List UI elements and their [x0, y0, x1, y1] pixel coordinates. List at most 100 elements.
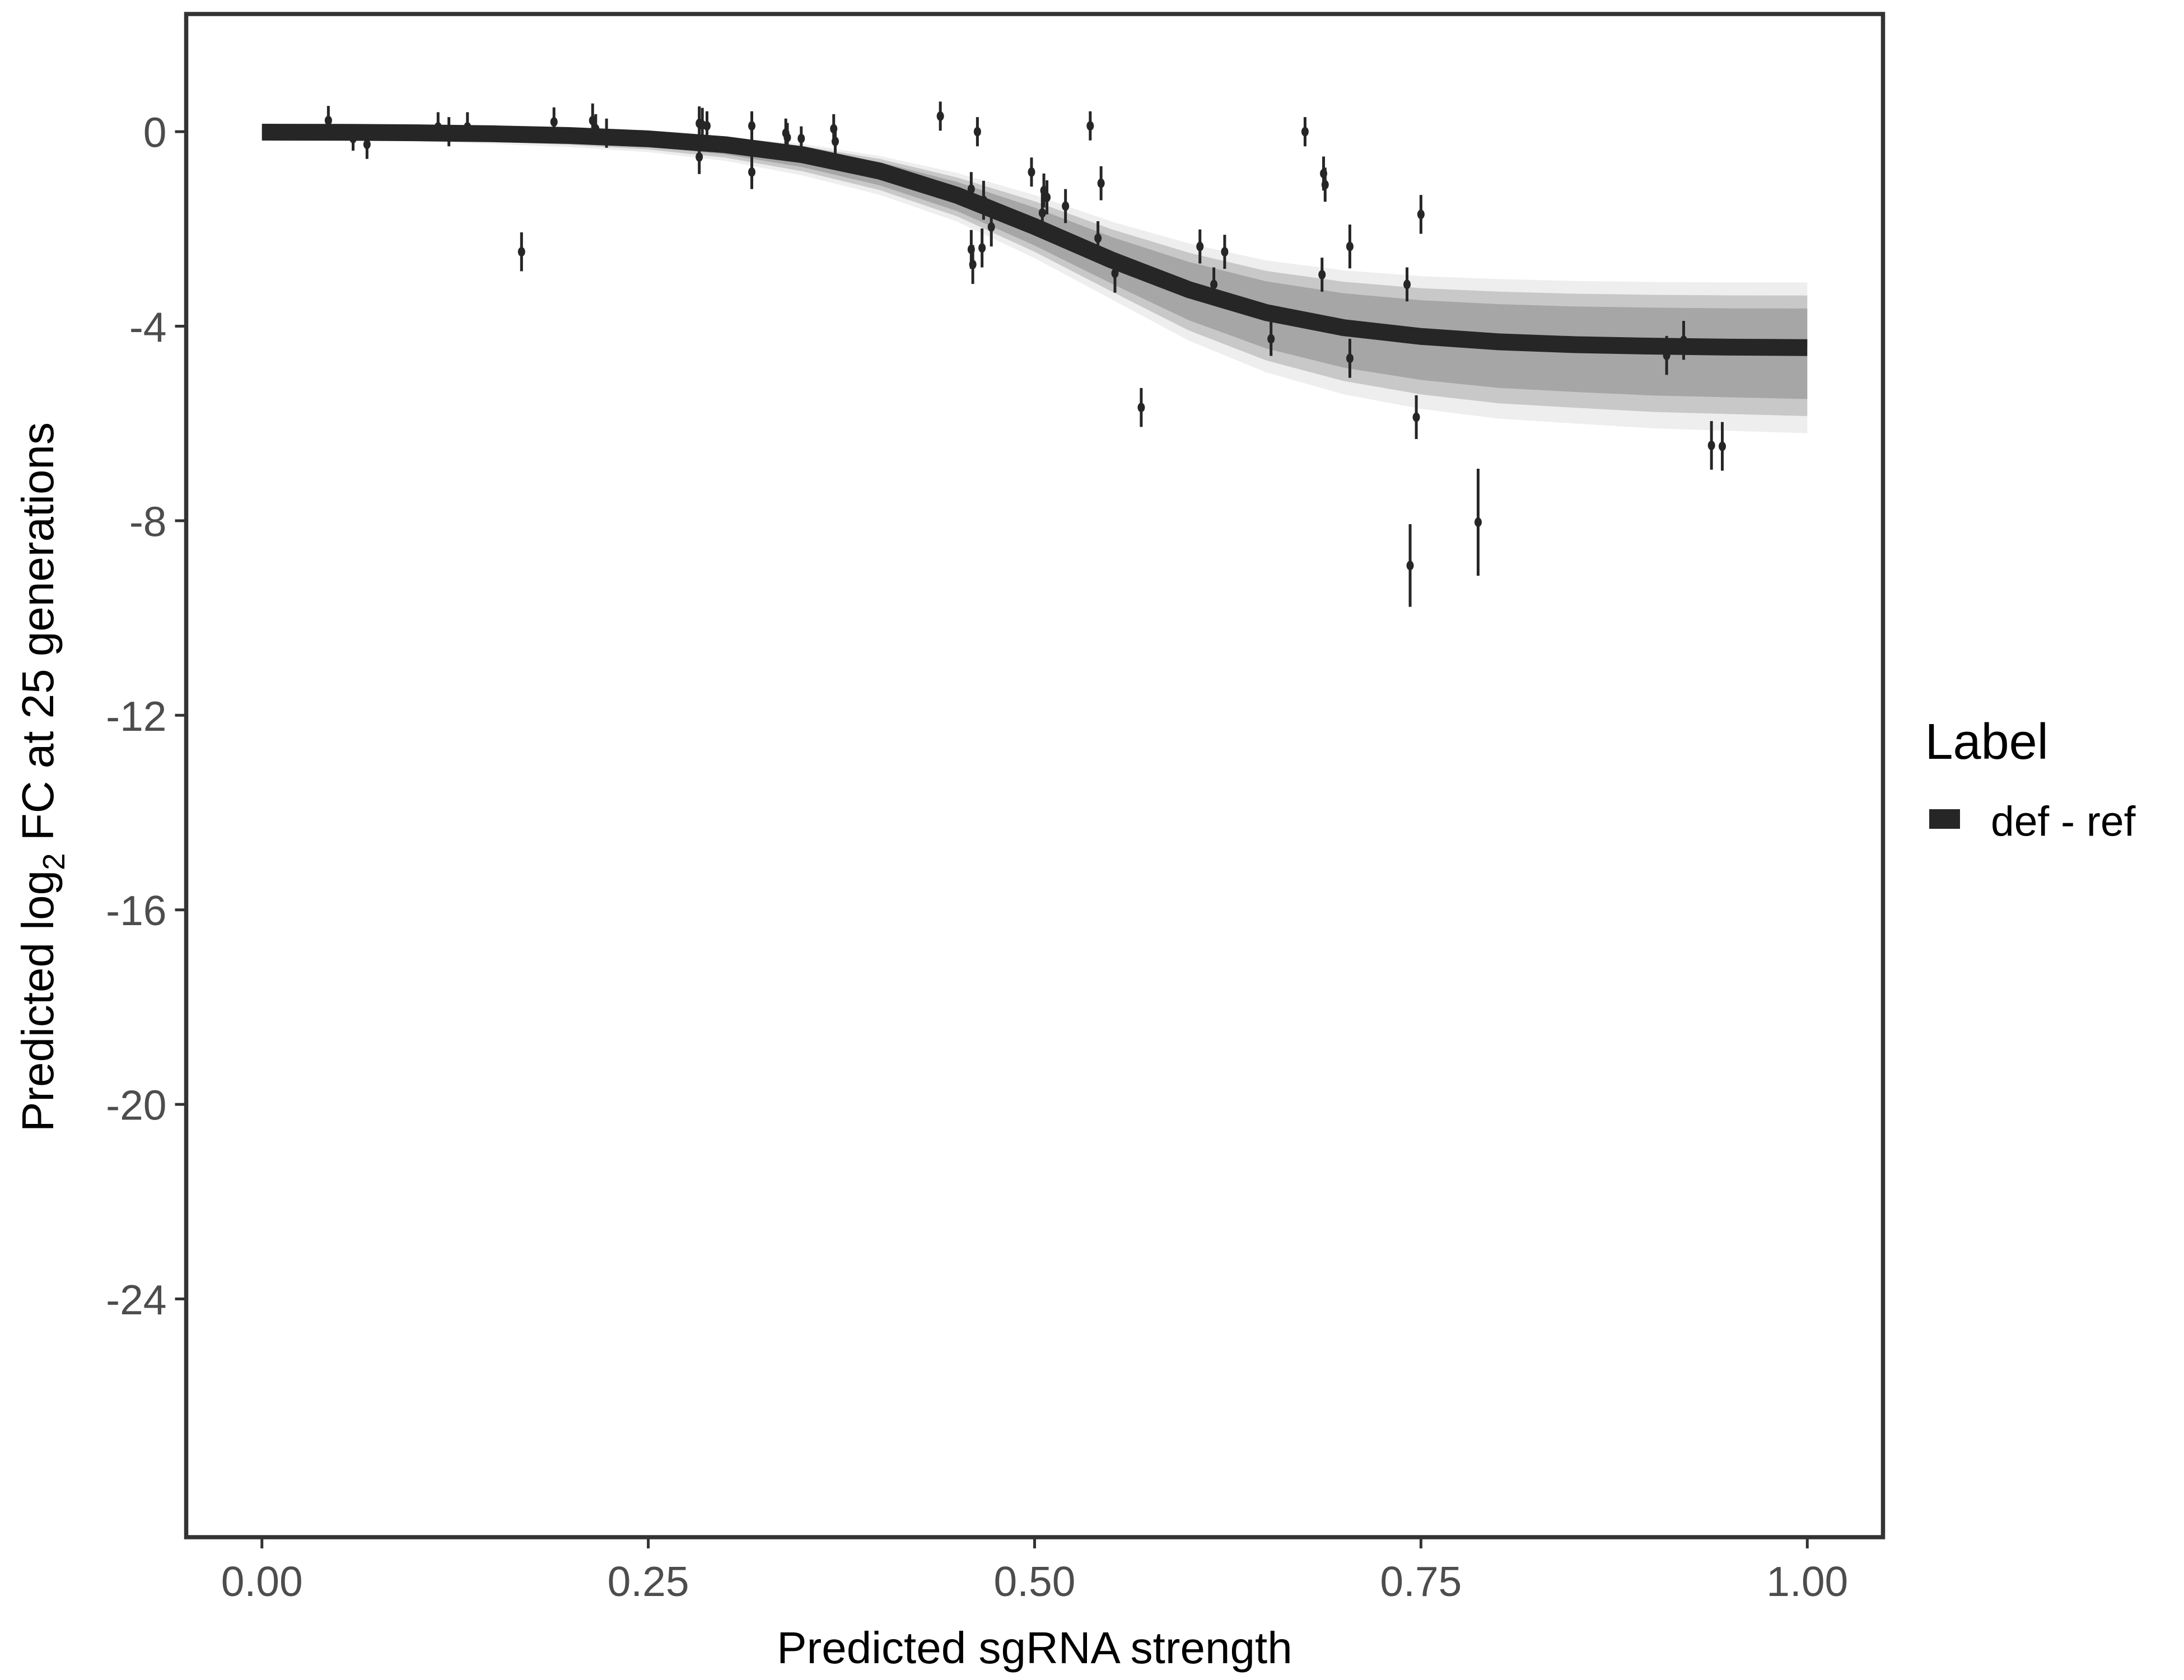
band-layer-2	[262, 129, 1808, 399]
point-marker	[550, 117, 558, 127]
y-tick-label: -24	[106, 1276, 166, 1323]
x-tick-label: 1.00	[1766, 1558, 1848, 1605]
data-point	[445, 117, 453, 147]
point-marker	[1346, 241, 1354, 251]
data-point	[1707, 421, 1715, 470]
data-point	[783, 123, 791, 152]
point-marker	[973, 127, 981, 137]
point-marker	[967, 184, 975, 194]
data-point	[1346, 339, 1354, 378]
data-point	[987, 207, 995, 247]
point-marker	[703, 121, 711, 131]
data-point	[592, 114, 600, 144]
point-marker	[1412, 412, 1420, 422]
data-point	[1321, 167, 1329, 202]
data-point	[1406, 524, 1414, 607]
point-marker	[936, 111, 944, 121]
point-marker	[1028, 167, 1035, 177]
point-marker	[1321, 180, 1329, 190]
point-marker	[603, 128, 610, 138]
point-marker	[797, 133, 805, 143]
point-marker	[1097, 178, 1105, 188]
x-tick-label: 0.00	[221, 1558, 303, 1605]
data-point	[1137, 388, 1145, 427]
data-point	[1719, 422, 1726, 471]
data-point	[1403, 267, 1411, 302]
data-point	[967, 172, 975, 207]
point-marker	[1038, 208, 1046, 218]
fit-line	[262, 124, 1808, 356]
data-point	[979, 180, 987, 220]
data-point	[1301, 117, 1309, 147]
point-marker	[979, 195, 987, 206]
data-point	[550, 107, 558, 137]
data-point	[1221, 235, 1229, 269]
point-marker	[987, 222, 995, 232]
data-point	[1267, 321, 1275, 356]
point-marker	[1137, 403, 1145, 413]
data-point	[978, 228, 986, 268]
data-point	[1474, 469, 1482, 576]
y-axis-title: Predicted log2 FC at 25 generations	[13, 422, 71, 1132]
point-marker	[349, 133, 357, 143]
point-marker	[1043, 192, 1051, 202]
point-marker	[748, 167, 756, 177]
data-point	[936, 101, 944, 131]
data-point	[1111, 254, 1119, 293]
data-point	[1680, 320, 1688, 360]
point-marker	[1062, 201, 1070, 211]
data-point	[434, 112, 442, 142]
point-marker	[324, 115, 332, 125]
y-axis: 0 -4 -8 -12 -16 -20 -24	[106, 109, 186, 1323]
point-marker	[1707, 440, 1715, 450]
point-marker	[969, 259, 977, 269]
point-marker	[434, 122, 442, 132]
point-marker	[1474, 517, 1482, 528]
data-point	[797, 126, 805, 151]
data-point	[464, 112, 472, 142]
data-point	[1346, 225, 1354, 269]
data-point	[603, 118, 610, 148]
data-point	[696, 139, 703, 174]
point-marker	[1417, 209, 1425, 220]
data-point	[363, 129, 371, 159]
point-marker	[592, 124, 600, 134]
data-point	[1210, 267, 1218, 302]
point-marker	[363, 139, 371, 150]
point-marker	[748, 121, 756, 131]
data-point	[973, 117, 981, 147]
data-point	[1086, 111, 1094, 141]
data-point	[1417, 195, 1425, 234]
point-marker	[1111, 268, 1119, 278]
data-point	[1094, 221, 1102, 255]
legend-label: def - ref	[1991, 798, 2136, 845]
data-point	[1318, 258, 1326, 292]
data-point	[1097, 166, 1105, 200]
x-axis-title: Predicted sgRNA strength	[777, 1623, 1292, 1673]
point-marker	[464, 122, 472, 132]
data-point	[748, 155, 756, 189]
data-point	[969, 245, 977, 284]
legend: Label def - ref	[1925, 714, 2136, 844]
data-point	[1062, 189, 1070, 223]
data-point	[1196, 229, 1204, 264]
point-marker	[696, 152, 703, 162]
data-point	[1412, 395, 1420, 440]
point-marker	[783, 133, 791, 143]
point-marker	[445, 127, 453, 137]
legend-title: Label	[1925, 714, 2048, 770]
point-marker	[1406, 561, 1414, 571]
fit-curve-layer	[262, 124, 1808, 356]
data-point	[1038, 193, 1046, 232]
point-marker	[1346, 353, 1354, 363]
data-point	[1043, 180, 1051, 214]
data-point	[1663, 335, 1670, 375]
y-tick-label: -8	[129, 498, 167, 545]
point-marker	[1086, 121, 1094, 131]
x-tick-label: 0.75	[1380, 1558, 1462, 1605]
data-point	[832, 127, 839, 156]
point-marker	[1221, 247, 1229, 257]
point-marker	[1094, 233, 1102, 243]
x-tick-label: 0.50	[994, 1558, 1076, 1605]
